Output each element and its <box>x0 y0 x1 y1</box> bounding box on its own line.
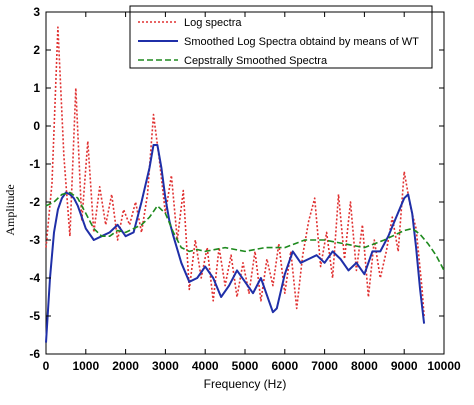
x-tick-label: 6000 <box>271 359 298 373</box>
y-tick-label: -4 <box>29 271 40 285</box>
y-tick-label: 1 <box>33 81 40 95</box>
x-tick-label: 8000 <box>351 359 378 373</box>
x-tick-label: 5000 <box>232 359 259 373</box>
x-tick-label: 7000 <box>311 359 338 373</box>
y-tick-label: -3 <box>29 233 40 247</box>
x-axis-title: Frequency (Hz) <box>204 377 287 391</box>
x-tick-label: 3000 <box>152 359 179 373</box>
legend-label-0: Log spectra <box>184 17 242 29</box>
legend-box <box>129 5 433 69</box>
x-tick-label: 9000 <box>391 359 418 373</box>
y-tick-label: -1 <box>29 157 40 171</box>
x-tick-label: 2000 <box>112 359 139 373</box>
y-tick-label: 2 <box>33 43 40 57</box>
legend-label-1: Smoothed Log Spectra obtaind by means of… <box>184 36 419 48</box>
series-line-0 <box>45 26 425 317</box>
legend-label-2: Cepstrally Smoothed Spectra <box>184 55 328 67</box>
x-tick-label: 10000 <box>427 359 461 373</box>
y-tick-label: -2 <box>29 195 40 209</box>
x-tick-label: 4000 <box>192 359 219 373</box>
series-line-2 <box>45 191 445 271</box>
y-tick-label: -6 <box>29 347 40 361</box>
y-axis-title: Amplitude <box>3 184 17 235</box>
y-tick-label: 3 <box>33 5 40 19</box>
x-tick-label: 1000 <box>72 359 99 373</box>
x-tick-label: 0 <box>43 359 50 373</box>
y-tick-label: -5 <box>29 309 40 323</box>
y-tick-label: 0 <box>33 119 40 133</box>
series-line-1 <box>45 144 426 343</box>
